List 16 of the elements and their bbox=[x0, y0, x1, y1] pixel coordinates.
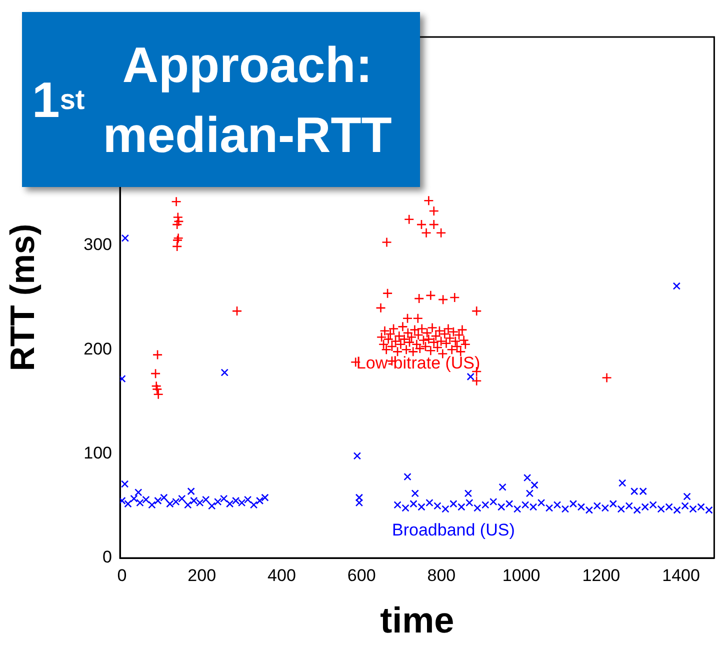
series-label: Low-bitrate (US) bbox=[356, 354, 480, 373]
y-axis-title: RTT (ms) bbox=[4, 224, 42, 372]
x-tick-label: 0 bbox=[117, 566, 127, 585]
x-tick-label: 1400 bbox=[662, 566, 700, 585]
x-tick-label: 1200 bbox=[582, 566, 620, 585]
y-tick-label: 300 bbox=[84, 235, 112, 254]
x-axis-title: time bbox=[380, 599, 454, 640]
x-tick-label: 800 bbox=[427, 566, 456, 585]
series-label: Broadband (US) bbox=[392, 520, 515, 540]
x-tick-label: 600 bbox=[347, 566, 376, 585]
x-tick-label: 1000 bbox=[502, 566, 540, 585]
y-tick-label: 0 bbox=[102, 548, 112, 567]
y-tick-label: 200 bbox=[84, 339, 112, 358]
y-tick-label: 100 bbox=[84, 443, 112, 462]
x-tick-label: 400 bbox=[268, 566, 296, 585]
x-tick-label: 200 bbox=[188, 566, 216, 585]
